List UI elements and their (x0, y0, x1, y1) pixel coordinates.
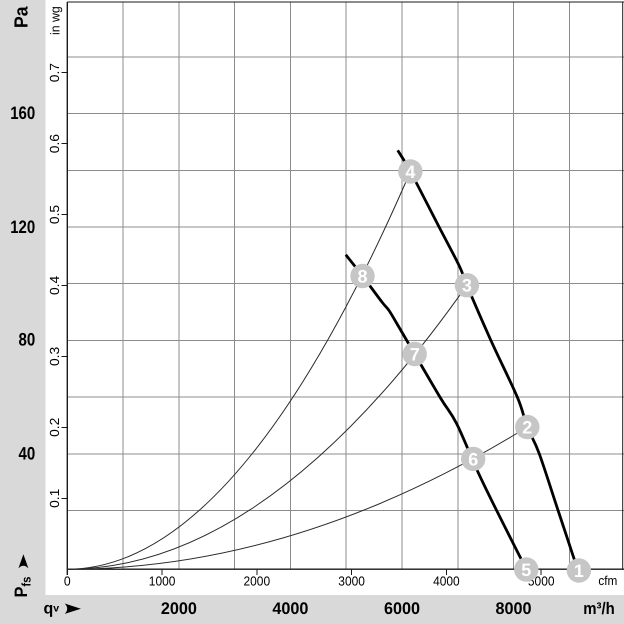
svg-text:80: 80 (19, 330, 36, 350)
svg-text:cfm: cfm (598, 573, 617, 588)
svg-text:0.1: 0.1 (47, 489, 62, 508)
svg-text:3000: 3000 (338, 574, 365, 589)
svg-text:0.4: 0.4 (47, 276, 62, 295)
svg-text:in wg: in wg (47, 6, 62, 35)
svg-text:4000: 4000 (433, 574, 460, 589)
svg-text:0.2: 0.2 (47, 418, 62, 437)
svg-text:160: 160 (10, 103, 35, 123)
svg-text:1000: 1000 (149, 574, 176, 589)
svg-text:0: 0 (64, 574, 71, 589)
svg-text:7: 7 (410, 344, 420, 364)
svg-text:2000: 2000 (244, 574, 271, 589)
svg-text:m³/h: m³/h (583, 599, 615, 618)
svg-text:8: 8 (357, 266, 367, 286)
svg-text:2: 2 (522, 417, 532, 437)
svg-text:6: 6 (468, 449, 478, 469)
svg-text:0.6: 0.6 (47, 134, 62, 153)
svg-text:0.7: 0.7 (47, 63, 62, 82)
svg-text:4: 4 (405, 162, 415, 182)
svg-text:8000: 8000 (496, 599, 532, 618)
svg-text:qv: qv (44, 601, 60, 618)
svg-text:3: 3 (462, 276, 472, 296)
svg-text:2000: 2000 (161, 599, 197, 618)
svg-text:Pa: Pa (11, 6, 32, 28)
svg-text:0.5: 0.5 (47, 205, 62, 224)
svg-text:120: 120 (10, 217, 35, 237)
svg-text:4000: 4000 (272, 599, 308, 618)
svg-text:6000: 6000 (384, 599, 420, 618)
svg-text:1: 1 (574, 561, 584, 581)
svg-text:40: 40 (19, 444, 36, 464)
svg-text:5: 5 (521, 560, 531, 580)
svg-text:0.3: 0.3 (47, 347, 62, 366)
